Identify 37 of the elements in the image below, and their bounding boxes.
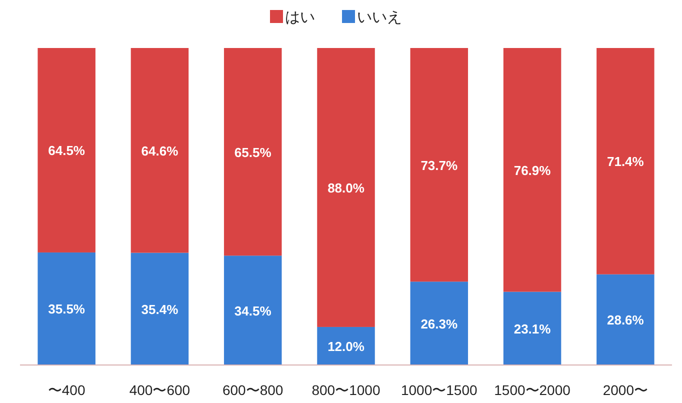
x-tick-label: 1000〜1500 bbox=[400, 382, 478, 398]
bar bbox=[596, 274, 654, 365]
data-label: 64.6% bbox=[141, 143, 179, 158]
data-label: 88.0% bbox=[328, 180, 365, 196]
data-label: 26.3% bbox=[420, 316, 458, 332]
bar bbox=[130, 252, 189, 365]
x-tick-label: 400〜600 bbox=[129, 382, 190, 398]
x-tick-label: 1500〜2000 bbox=[494, 382, 571, 398]
bar bbox=[224, 256, 282, 365]
bar bbox=[317, 48, 375, 327]
bar bbox=[224, 48, 282, 256]
x-tick-label: 800〜1000 bbox=[312, 382, 380, 398]
bar bbox=[410, 282, 468, 365]
data-label: 35.4% bbox=[141, 302, 179, 317]
data-label: 28.6% bbox=[606, 312, 644, 328]
x-tick-label: 600〜800 bbox=[222, 382, 284, 398]
bar bbox=[317, 326, 375, 365]
bar bbox=[503, 48, 562, 292]
x-tick-label: 2000〜 bbox=[602, 382, 648, 398]
x-tick-label: 〜400 bbox=[48, 382, 86, 398]
bar bbox=[38, 48, 96, 252]
data-label: 65.5% bbox=[234, 144, 272, 160]
bar bbox=[410, 48, 468, 282]
legend-label: いいえ bbox=[357, 9, 402, 26]
bar bbox=[38, 252, 96, 365]
bar bbox=[503, 292, 562, 365]
data-label: 73.7% bbox=[420, 158, 458, 173]
data-label: 35.5% bbox=[48, 302, 86, 317]
data-label: 64.5% bbox=[48, 143, 86, 158]
data-label: 23.1% bbox=[514, 321, 552, 336]
data-label: 34.5% bbox=[234, 303, 272, 318]
data-label: 12.0% bbox=[328, 338, 365, 354]
data-label: 76.9% bbox=[514, 162, 552, 178]
bar bbox=[130, 48, 189, 253]
bar bbox=[596, 48, 654, 274]
data-label: 71.4% bbox=[606, 154, 644, 170]
legend-label: はい bbox=[285, 9, 315, 26]
